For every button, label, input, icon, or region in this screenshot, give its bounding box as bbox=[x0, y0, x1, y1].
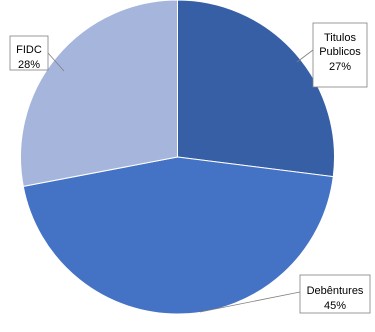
data-label-category-titulos-publicos: Titulos bbox=[324, 32, 356, 44]
leader-line-titulos-publicos bbox=[296, 49, 314, 63]
data-label-box-fidc bbox=[9, 35, 49, 71]
pie-slice-debentures bbox=[22, 156, 334, 315]
data-label-box-titulos-publicos bbox=[312, 22, 368, 88]
pie-slice-fidc bbox=[20, 0, 178, 188]
data-label-box-debentures bbox=[299, 274, 371, 314]
data-label-category-titulos-publicos: Publicos bbox=[319, 46, 361, 58]
leader-line-debentures bbox=[199, 291, 301, 313]
data-label-category-debentures: Debêntures bbox=[307, 285, 364, 297]
pie-slice-titulos-publicos bbox=[177, 0, 335, 178]
data-label-category-fidc: FIDC bbox=[16, 44, 42, 56]
pie-slices bbox=[20, 0, 335, 315]
data-label-percent-debentures: 45% bbox=[324, 300, 346, 312]
data-label-percent-fidc: 28% bbox=[18, 59, 40, 71]
leader-line-fidc bbox=[47, 52, 65, 72]
pie-labels: Titulos Publicos 27% Debêntures 45% FIDC 28% bbox=[9, 22, 371, 314]
data-label-percent-titulos-publicos: 27% bbox=[329, 61, 351, 73]
